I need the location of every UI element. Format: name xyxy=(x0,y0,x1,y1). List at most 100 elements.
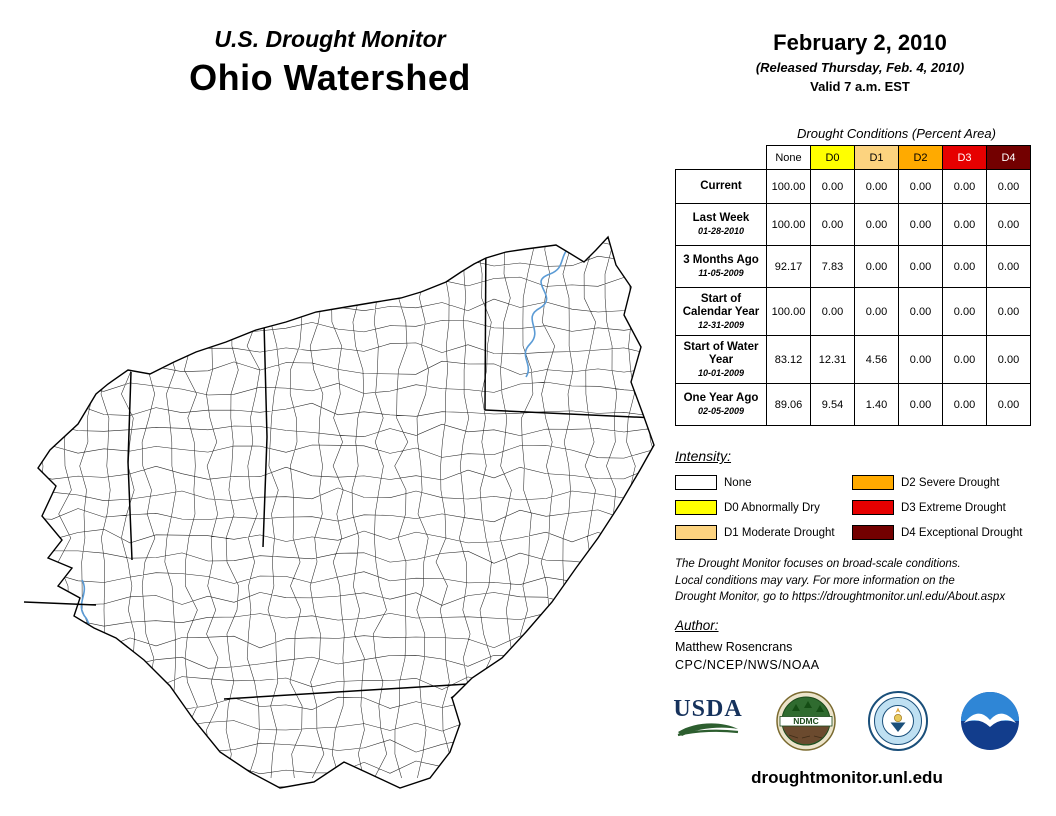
valid-time: Valid 7 a.m. EST xyxy=(810,79,910,94)
value-cell: 0.00 xyxy=(810,169,855,204)
value-cell: 0.00 xyxy=(854,245,899,288)
row-label: One Year Ago xyxy=(683,392,759,405)
table-title: Drought Conditions (Percent Area) xyxy=(797,126,996,141)
noaa-logo xyxy=(961,692,1019,750)
southwest-border-line xyxy=(23,601,97,606)
value-cell: 0.00 xyxy=(942,203,987,246)
legend-swatch-d3 xyxy=(852,500,894,515)
intensity-heading: Intensity: xyxy=(675,448,732,464)
value-cell: 100.00 xyxy=(766,287,811,336)
column-header-d2: D2 xyxy=(898,145,943,170)
agency-logos: USDA NDMC xyxy=(672,688,1020,754)
legend-item: D1 Moderate Drought xyxy=(675,525,852,540)
row-label: Last Week xyxy=(692,212,750,225)
column-header-d3: D3 xyxy=(942,145,987,170)
disclaimer-text: The Drought Monitor focuses on broad-sca… xyxy=(675,558,1006,604)
row-date: 11-05-2009 xyxy=(698,268,744,279)
header-spacer xyxy=(676,146,767,170)
legend-item: D2 Severe Drought xyxy=(852,475,1035,490)
legend-label: D0 Abnormally Dry xyxy=(724,501,820,514)
value-cell: 0.00 xyxy=(942,287,987,336)
value-cell: 89.06 xyxy=(766,383,811,426)
value-cell: 12.31 xyxy=(810,335,855,384)
legend-item: D0 Abnormally Dry xyxy=(675,500,852,515)
watershed-outline xyxy=(37,235,655,789)
table-row: 3 Months Ago 11-05-2009 92.17 7.83 0.00 0… xyxy=(675,245,1031,288)
released-date: (Released Thursday, Feb. 4, 2010) xyxy=(755,60,965,75)
legend-label: D4 Exceptional Drought xyxy=(901,526,1023,539)
legend-swatch-d4 xyxy=(852,525,894,540)
legend-item: None xyxy=(675,475,852,490)
legend-swatch-d0 xyxy=(675,500,717,515)
row-label: 3 Months Ago xyxy=(683,254,759,267)
column-header-d1: D1 xyxy=(854,145,899,170)
table-header-row: None D0 D1 D2 D3 D4 xyxy=(676,145,1031,170)
legend-swatch-d2 xyxy=(852,475,894,490)
value-cell: 1.40 xyxy=(854,383,899,426)
value-cell: 0.00 xyxy=(986,203,1031,246)
value-cell: 0.00 xyxy=(942,335,987,384)
table-row: One Year Ago 02-05-2009 89.06 9.54 1.40 0… xyxy=(675,383,1031,426)
legend-item: D3 Extreme Drought xyxy=(852,500,1035,515)
county-boundaries xyxy=(38,237,654,788)
legend-label: D1 Moderate Drought xyxy=(724,526,835,539)
value-cell: 0.00 xyxy=(854,287,899,336)
date-block: February 2, 2010 (Released Thursday, Feb… xyxy=(690,30,1030,94)
value-cell: 0.00 xyxy=(810,203,855,246)
value-cell: 0.00 xyxy=(942,245,987,288)
value-cell: 92.17 xyxy=(766,245,811,288)
watershed-map xyxy=(23,235,655,789)
legend-swatch-none xyxy=(675,475,717,490)
region-title: Ohio Watershed xyxy=(189,57,471,98)
drought-conditions-table: None D0 D1 D2 D3 D4 Current 100.00 0.00 … xyxy=(675,145,1031,426)
ndmc-logo-text: NDMC xyxy=(793,716,819,726)
row-date: 12-31-2009 xyxy=(697,320,745,331)
table-row: Start of Calendar Year 12-31-2009 100.00 … xyxy=(675,287,1031,336)
legend-label: D2 Severe Drought xyxy=(901,476,1000,489)
legend-label: D3 Extreme Drought xyxy=(901,501,1006,514)
value-cell: 0.00 xyxy=(854,169,899,204)
report-date: February 2, 2010 xyxy=(773,30,947,55)
value-cell: 0.00 xyxy=(986,169,1031,204)
footer-url: droughtmonitor.unl.edu xyxy=(751,768,943,787)
usda-logo: USDA xyxy=(672,695,744,744)
table-row: Current 100.00 0.00 0.00 0.00 0.00 0.00 xyxy=(675,169,1031,204)
usda-logo-text: USDA xyxy=(673,695,743,722)
author-name: Matthew Rosencrans xyxy=(675,640,793,654)
value-cell: 0.00 xyxy=(986,335,1031,384)
report-title: U.S. Drought Monitor xyxy=(214,26,446,52)
legend-item: D4 Exceptional Drought xyxy=(852,525,1035,540)
commerce-seal-logo xyxy=(868,691,928,751)
value-cell: 0.00 xyxy=(810,287,855,336)
value-cell: 0.00 xyxy=(898,203,943,246)
value-cell: 0.00 xyxy=(986,287,1031,336)
row-label: Start of Calendar Year xyxy=(682,292,760,318)
author-organization: CPC/NCEP/NWS/NOAA xyxy=(675,658,820,672)
usda-swoosh-icon xyxy=(677,723,739,737)
column-header-d0: D0 xyxy=(810,145,855,170)
column-header-none: None xyxy=(766,145,811,170)
value-cell: 0.00 xyxy=(898,245,943,288)
value-cell: 0.00 xyxy=(898,335,943,384)
value-cell: 0.00 xyxy=(898,383,943,426)
column-header-d4: D4 xyxy=(986,145,1031,170)
intensity-legend: None D0 Abnormally Dry D1 Moderate Droug… xyxy=(675,470,1035,545)
value-cell: 0.00 xyxy=(854,203,899,246)
value-cell: 0.00 xyxy=(898,287,943,336)
value-cell: 0.00 xyxy=(942,383,987,426)
table-row: Last Week 01-28-2010 100.00 0.00 0.00 0.0… xyxy=(675,203,1031,246)
table-row: Start of Water Year 10-01-2009 83.12 12.3… xyxy=(675,335,1031,384)
value-cell: 0.00 xyxy=(898,169,943,204)
value-cell: 100.00 xyxy=(766,203,811,246)
value-cell: 9.54 xyxy=(810,383,855,426)
value-cell: 0.00 xyxy=(942,169,987,204)
row-label: Start of Water Year xyxy=(683,340,759,366)
legend-label: None xyxy=(724,476,752,489)
row-date: 02-05-2009 xyxy=(697,406,745,417)
value-cell: 100.00 xyxy=(766,169,811,204)
legend-swatch-d1 xyxy=(675,525,717,540)
ndmc-logo: NDMC xyxy=(776,691,836,751)
row-date: 01-28-2010 xyxy=(697,226,745,237)
value-cell: 0.00 xyxy=(986,383,1031,426)
row-date: 10-01-2009 xyxy=(697,368,745,379)
